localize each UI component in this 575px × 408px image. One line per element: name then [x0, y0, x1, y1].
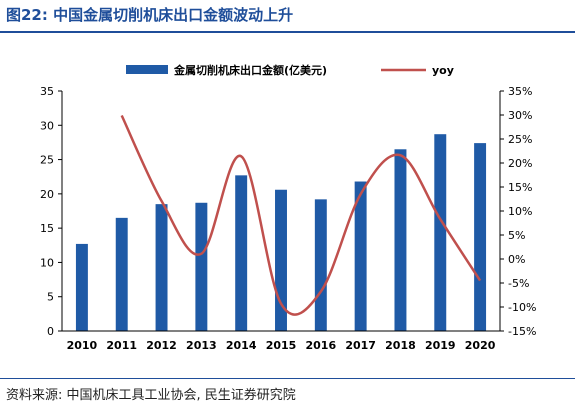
right-tick-label: 10%	[508, 205, 532, 218]
right-axis: -15% -10% -5% 0% 5% 10% 15% 20% 25% 30% 35%	[499, 85, 536, 338]
yoy-line	[120, 114, 482, 316]
legend: 金属切削机床出口金额(亿美元) yoy	[126, 63, 454, 77]
source-rule	[0, 378, 575, 379]
left-tick-label: 15	[40, 222, 54, 235]
legend-label-line: yoy	[432, 64, 454, 77]
legend-label-bar: 金属切削机床出口金额(亿美元)	[173, 63, 327, 77]
right-tick-label: 35%	[508, 85, 532, 98]
x-tick-label: 2020	[465, 339, 496, 352]
left-tick-label: 10	[40, 256, 54, 269]
left-tick-label: 20	[40, 188, 54, 201]
left-tick-label: 5	[47, 291, 54, 304]
figure-title: 图22: 中国金属切削机床出口金额波动上升	[6, 6, 294, 24]
right-tick-label: 30%	[508, 109, 532, 122]
x-tick-label: 2010	[67, 339, 98, 352]
yoy-line-series	[120, 114, 482, 316]
left-tick-label: 30	[40, 119, 54, 132]
right-tick-label: 0%	[508, 253, 525, 266]
x-axis: 2010 2011 2012 2013 2014 2015 2016 2017 2018 2019…	[62, 330, 500, 352]
bar	[75, 243, 88, 331]
x-tick-label: 2019	[425, 339, 456, 352]
bar	[354, 181, 367, 331]
right-tick-label: -10%	[508, 301, 536, 314]
bar	[155, 204, 168, 331]
x-tick-label: 2017	[345, 339, 376, 352]
right-tick-label: 5%	[508, 229, 525, 242]
bar	[115, 217, 128, 331]
legend-swatch-bar	[126, 65, 168, 74]
x-tick-label: 2013	[186, 339, 217, 352]
right-tick-label: -5%	[508, 277, 529, 290]
x-tick-label: 2018	[385, 339, 416, 352]
x-tick-label: 2011	[106, 339, 137, 352]
left-tick-label: 35	[40, 85, 54, 98]
left-tick-label: 25	[40, 154, 54, 167]
x-tick-label: 2016	[306, 339, 337, 352]
bar-line-chart: 0 5 10 15 20 25 30 35 -15% -10% -5% 0% 5% 10% 15% 20% 2…	[40, 63, 536, 352]
bar	[474, 143, 487, 331]
left-tick-label: 0	[47, 325, 54, 338]
bar	[195, 202, 208, 331]
bar	[235, 175, 248, 331]
x-tick-label: 2014	[226, 339, 257, 352]
title-rule	[0, 31, 575, 33]
bar	[394, 149, 407, 331]
right-tick-label: 20%	[508, 157, 532, 170]
right-tick-label: -15%	[508, 325, 536, 338]
left-axis: 0 5 10 15 20 25 30 35	[40, 85, 63, 338]
right-tick-label: 15%	[508, 181, 532, 194]
source-note: 资料来源: 中国机床工具工业协会, 民生证券研究院	[6, 388, 296, 403]
bar	[314, 199, 327, 331]
x-tick-label: 2015	[266, 339, 297, 352]
right-tick-label: 25%	[508, 133, 532, 146]
bar-series	[75, 134, 487, 331]
bar	[275, 189, 287, 331]
bar	[434, 134, 447, 331]
x-tick-label: 2012	[146, 339, 177, 352]
